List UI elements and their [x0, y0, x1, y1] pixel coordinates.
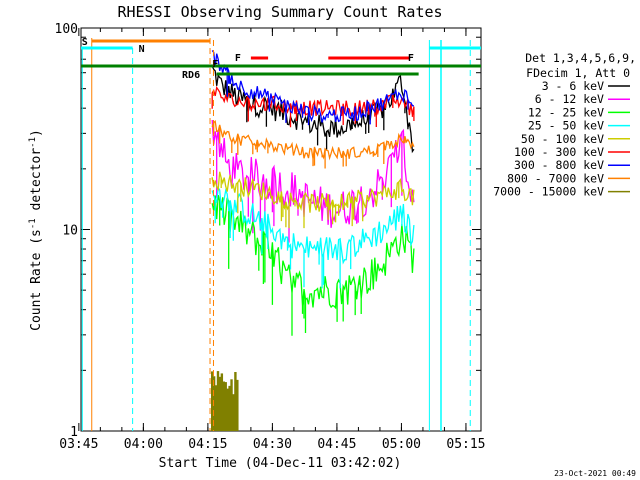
- series-line: [211, 65, 415, 154]
- series-line: [211, 50, 414, 126]
- legend-label-5: 100 - 300 keV: [514, 145, 604, 159]
- x-tick-label-4: 04:45: [317, 437, 356, 452]
- y-tick-label-0: 100: [55, 22, 78, 37]
- legend-header-line-2: FDecim 1, Att 0: [526, 66, 630, 80]
- y-tick-label-1: 10: [62, 224, 78, 239]
- series-7000-15000keV: [210, 371, 239, 431]
- y-axis-label: Count Rate (s-1 detector-1): [28, 129, 44, 331]
- x-tick-label-3: 04:30: [253, 437, 292, 452]
- chart-title: RHESSI Observing Summary Count Rates: [117, 3, 442, 21]
- x-tick-label-1: 04:00: [124, 437, 163, 452]
- annotation-f-2: F: [235, 53, 241, 64]
- tick-layer: 03:45 04:00 04:15 04:30 04:45 05:00 05:15 100 10…: [55, 22, 486, 452]
- annotation-n-1: N: [139, 44, 145, 55]
- series-50-100keV: [211, 171, 415, 229]
- x-tick-label-6: 05:15: [446, 437, 485, 452]
- x-axis-label: Start Time (04-Dec-11 03:42:02): [159, 456, 402, 471]
- x-tick-label-0: 03:45: [59, 437, 98, 452]
- annotation-layer: S N F RD6 F F: [81, 37, 481, 431]
- series-line: [211, 194, 415, 336]
- legend-label-8: 7000 - 15000 keV: [493, 185, 604, 199]
- series-line: [211, 171, 415, 229]
- series-3-6keV: [211, 65, 415, 154]
- series-line: [211, 120, 415, 169]
- footer-timestamp: 23-Oct-2021 00:49: [554, 469, 636, 478]
- series-300-800keV: [211, 50, 414, 126]
- legend-label-2: 12 - 25 keV: [528, 105, 604, 119]
- annotation-rd6-3: RD6: [182, 70, 200, 81]
- legend-label-1: 6 - 12 keV: [535, 92, 604, 106]
- annotation-f-5: F: [408, 53, 414, 64]
- x-tick-label-2: 04:15: [188, 437, 227, 452]
- legend-label-0: 3 - 6 keV: [542, 79, 604, 93]
- legend-header-line-1: Det 1,3,4,5,6,9,: [525, 51, 636, 65]
- legend-label-4: 50 - 100 keV: [521, 132, 604, 146]
- x-tick-label-5: 05:00: [382, 437, 421, 452]
- legend-label-7: 800 - 7000 keV: [507, 171, 604, 185]
- series-800-7000keV: [211, 120, 415, 169]
- series-layer: [210, 50, 415, 431]
- annotation-f-4: F: [212, 59, 218, 70]
- annotation-s-0: S: [82, 37, 88, 48]
- series-12-25keV: [211, 194, 415, 336]
- legend-label-6: 300 - 800 keV: [514, 158, 604, 172]
- plot-frame: [80, 27, 482, 432]
- y-tick-label-2: 1: [70, 425, 78, 440]
- legend: Det 1,3,4,5,6,9, FDecim 1, Att 0 3 - 6 k…: [493, 51, 636, 199]
- legend-label-3: 25 - 50 keV: [528, 119, 604, 133]
